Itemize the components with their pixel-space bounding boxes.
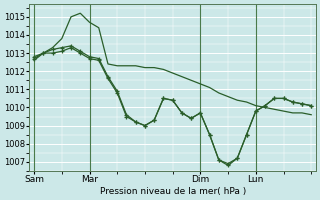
X-axis label: Pression niveau de la mer( hPa ): Pression niveau de la mer( hPa ) (100, 187, 246, 196)
